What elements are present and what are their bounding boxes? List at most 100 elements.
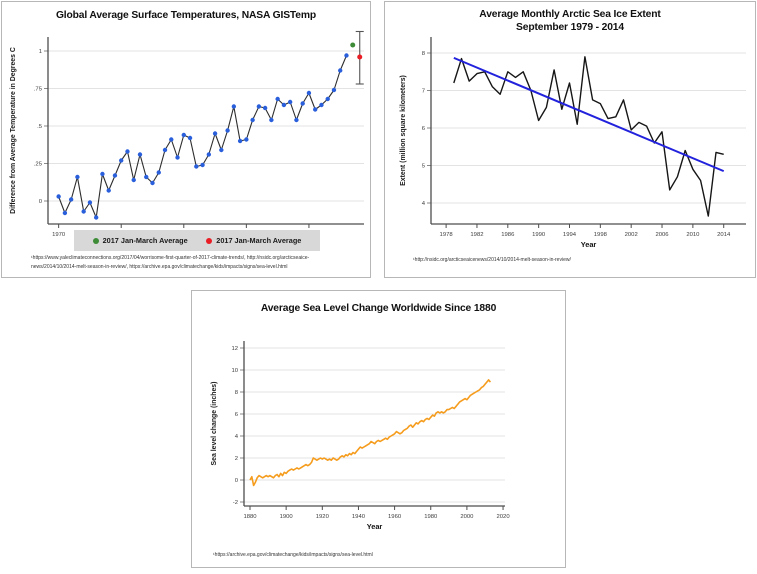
svg-text:1880: 1880 [243,514,257,520]
sea-level-title: Average Sea Level Change Worldwide Since… [260,303,497,314]
data-point [275,96,280,102]
data-point [269,117,274,123]
data-point [144,174,149,180]
svg-text:.75: .75 [34,87,43,93]
sea-level-panel: Average Sea Level Change Worldwide Since… [191,290,566,568]
data-point [81,209,86,214]
data-point [281,102,287,108]
gistemp-legend: 2017 Jan-March Average 2017 Jan-March Av… [74,230,320,251]
svg-text:1960: 1960 [388,514,402,520]
sea-level-plot: -2 0 2 4 6 8 10 12 1880 1900 1920 1940 1960 1980 2000 2… [211,341,510,531]
svg-text:10: 10 [231,368,238,374]
data-point [137,152,143,157]
arctic-title: Average Monthly Arctic Sea Ice Extent Se… [385,2,755,35]
data-point [212,131,218,136]
data-point [225,128,230,133]
arctic-title-line1: Average Monthly Arctic Sea Ice Extent [479,9,661,20]
data-point [93,215,99,220]
svg-text:8: 8 [422,51,426,57]
y-axis-title: Extent (million square kilometers) [400,75,407,186]
arctic-citation: ¹http://nsidc.org/arcticseaicenews/2014/… [413,257,571,263]
data-point [219,147,224,153]
data-point [206,152,212,157]
data-point [331,87,337,93]
svg-text:1940: 1940 [352,514,366,520]
svg-text:5: 5 [422,164,426,170]
legend-item-red: 2017 Jan-March Average [206,236,301,245]
data-point [175,155,180,160]
data-point [256,104,262,109]
svg-text:2: 2 [235,456,238,462]
data-point [156,170,161,175]
data-point [250,117,255,123]
data-point [75,174,80,180]
data-point [162,147,168,153]
svg-text:6: 6 [422,126,426,132]
svg-text:0: 0 [39,199,43,205]
svg-text:1998: 1998 [594,232,608,238]
data-point [106,188,111,193]
svg-text:1: 1 [39,49,42,55]
svg-text:2010: 2010 [686,232,700,238]
svg-text:8: 8 [235,390,239,396]
data-point [325,96,330,102]
data-point [338,68,343,73]
gridlines [431,52,746,204]
data-point [62,210,68,216]
svg-text:1900: 1900 [280,514,294,520]
data-point [169,137,174,142]
svg-text:1978: 1978 [440,232,454,238]
data-point [300,101,305,106]
data-point [319,102,324,108]
svg-text:.25: .25 [34,162,43,168]
data-point [181,132,186,138]
data-point [112,173,118,178]
red-dot-icon [206,237,213,244]
gistemp-plot: 0.25.5.75119701980199020002010Difference… [10,30,364,238]
data-point [56,194,61,199]
legend-label-red: 2017 Jan-March Average [216,236,302,245]
axes: 4 5 6 7 8 1978 1982 1986 1990 1994 1998 2002 2006 201… [422,37,746,238]
svg-text:4: 4 [235,434,239,440]
data-line [58,55,348,219]
data-point [294,117,299,123]
gistemp-panel: Global Average Surface Temperatures, NAS… [1,1,371,278]
arctic-ice-panel: Average Monthly Arctic Sea Ice Extent Se… [384,1,756,278]
y-axis-title: Difference from Average Temperature in D… [10,47,17,214]
gridlines [244,347,505,503]
svg-text:1990: 1990 [532,232,546,238]
data-point [119,158,124,163]
data-point [200,162,205,168]
svg-text:1982: 1982 [470,232,483,238]
svg-text:2002: 2002 [625,232,638,238]
y-axis-title: Sea level change (inches) [211,382,218,466]
svg-text:1970: 1970 [52,232,66,238]
svg-text:4: 4 [422,201,426,207]
svg-text:1986: 1986 [501,232,515,238]
svg-text:7: 7 [422,89,425,95]
data-line [249,379,492,487]
svg-text:0: 0 [235,478,239,484]
arctic-ice-plot: 4 5 6 7 8 1978 1982 1986 1990 1994 1998 2002 2006 201… [400,37,746,249]
legend-label-green: 2017 Jan-March Average [102,236,188,245]
sea-level-citation: ¹https://archive.epa.gov/climatechange/k… [213,552,373,558]
gistemp-title: Global Average Surface Temperatures, NAS… [55,10,317,21]
data-point [244,137,249,142]
trend-line [453,56,725,173]
svg-text:2014: 2014 [717,232,731,238]
legend-item-green: 2017 Jan-March Average [92,236,188,245]
data-point [312,107,318,112]
data-point [87,200,93,205]
data-point [125,149,130,154]
data-point [344,53,349,58]
x-axis-title: Year [581,240,597,249]
data-point [194,164,199,169]
svg-text:-2: -2 [233,500,238,506]
data-point [237,138,243,144]
data-point [100,171,105,177]
svg-text:1980: 1980 [424,514,438,520]
data-point [287,99,293,105]
data-point [262,105,268,111]
svg-text:2020: 2020 [496,514,510,520]
